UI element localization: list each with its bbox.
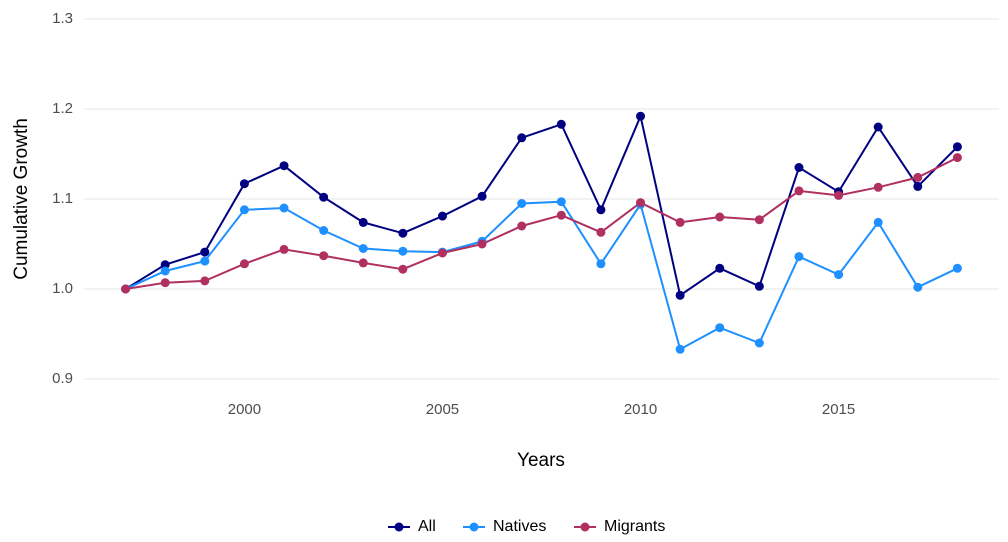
series-line bbox=[125, 156, 958, 290]
data-point bbox=[121, 284, 131, 294]
data-point bbox=[398, 228, 408, 238]
legend-marker bbox=[469, 522, 479, 532]
y-tick-label: 1.1 bbox=[52, 190, 73, 207]
x-tick-label: 2010 bbox=[624, 401, 657, 418]
data-point bbox=[517, 221, 527, 231]
data-point bbox=[239, 205, 249, 215]
data-point bbox=[952, 153, 962, 163]
series-line bbox=[125, 112, 959, 297]
legend: All Natives Migrants bbox=[388, 518, 665, 535]
data-point bbox=[437, 211, 447, 221]
data-point bbox=[398, 264, 408, 274]
data-point bbox=[358, 217, 368, 227]
data-point bbox=[715, 263, 725, 273]
data-point bbox=[200, 276, 210, 286]
data-point bbox=[754, 215, 764, 225]
data-point bbox=[754, 281, 764, 291]
data-point bbox=[279, 161, 289, 171]
legend-marker bbox=[580, 522, 590, 532]
data-point bbox=[160, 260, 170, 270]
data-point bbox=[556, 197, 566, 207]
data-point bbox=[239, 259, 249, 269]
y-tick-label: 1.3 bbox=[52, 10, 73, 27]
data-point bbox=[675, 290, 685, 300]
data-point bbox=[477, 239, 487, 249]
legend-marker bbox=[394, 522, 404, 532]
data-point bbox=[200, 256, 210, 266]
data-point bbox=[636, 111, 646, 121]
data-point bbox=[952, 263, 962, 273]
data-point bbox=[358, 244, 368, 253]
data-point bbox=[596, 227, 606, 237]
data-point bbox=[200, 247, 210, 257]
data-point bbox=[952, 142, 962, 152]
data-point bbox=[794, 252, 804, 262]
data-point bbox=[913, 172, 923, 182]
legend-label: Natives bbox=[493, 518, 546, 535]
x-tick-label: 2015 bbox=[822, 401, 855, 418]
data-point bbox=[319, 192, 329, 202]
data-point bbox=[160, 278, 170, 288]
x-axis-title: Years bbox=[517, 450, 565, 471]
x-tick-label: 2005 bbox=[426, 401, 459, 418]
data-point bbox=[239, 179, 249, 189]
data-point bbox=[913, 282, 923, 292]
data-point bbox=[834, 270, 844, 280]
data-point bbox=[556, 119, 566, 129]
data-point bbox=[160, 266, 170, 276]
data-point bbox=[675, 217, 685, 227]
data-point bbox=[834, 190, 844, 200]
data-point bbox=[873, 122, 883, 132]
data-point bbox=[636, 198, 646, 208]
data-point bbox=[913, 181, 923, 191]
data-point bbox=[319, 226, 329, 235]
data-point bbox=[754, 338, 764, 348]
legend-label: Migrants bbox=[604, 518, 665, 535]
data-point bbox=[715, 212, 725, 222]
data-point bbox=[437, 248, 447, 258]
data-point bbox=[517, 133, 527, 143]
y-tick-label: 1.0 bbox=[52, 280, 73, 297]
data-point bbox=[794, 186, 804, 196]
data-point bbox=[794, 163, 804, 172]
data-point bbox=[398, 246, 408, 256]
data-point bbox=[715, 323, 725, 333]
data-point bbox=[596, 259, 606, 269]
data-point bbox=[477, 191, 487, 201]
legend-label: All bbox=[418, 518, 436, 535]
y-axis-title: Cumulative Growth bbox=[11, 118, 32, 280]
series-line bbox=[125, 200, 958, 351]
y-tick-label: 0.9 bbox=[52, 370, 73, 387]
data-point bbox=[358, 258, 368, 268]
data-point bbox=[279, 203, 289, 213]
data-point bbox=[873, 217, 883, 227]
y-tick-label: 1.2 bbox=[52, 100, 73, 117]
data-point bbox=[517, 199, 527, 208]
data-point bbox=[319, 251, 329, 261]
data-point bbox=[675, 344, 685, 354]
data-point bbox=[556, 210, 566, 220]
x-tick-label: 2000 bbox=[228, 401, 261, 418]
data-point bbox=[873, 182, 883, 192]
data-point bbox=[596, 205, 606, 215]
data-point bbox=[279, 244, 289, 254]
